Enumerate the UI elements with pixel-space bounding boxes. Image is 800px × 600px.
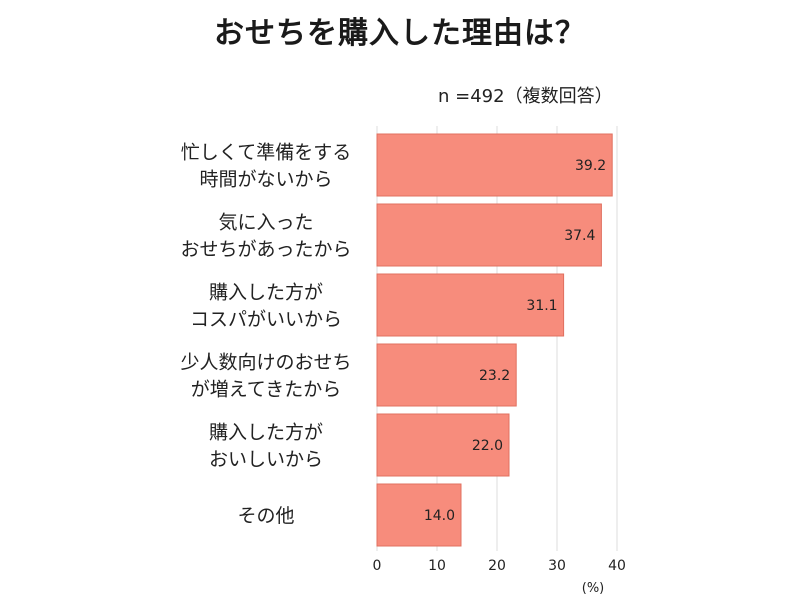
chart-title: おせちを購入した理由は？ <box>214 16 586 51</box>
bar-value-label: 23.2 <box>479 368 510 384</box>
bar <box>376 343 517 407</box>
x-tick-label: 0 <box>373 558 382 574</box>
grid-lines <box>376 126 618 551</box>
category-label: コスパがいいから <box>190 309 342 331</box>
x-tick-label: 40 <box>608 558 626 574</box>
category-label: が増えてきたから <box>191 379 341 401</box>
category-label: 購入した方が <box>209 282 323 304</box>
x-tick-label: 30 <box>548 558 566 574</box>
bar-value-label: 22.0 <box>472 438 503 454</box>
bar-value-label: 37.4 <box>564 228 595 244</box>
bar <box>376 133 613 197</box>
bar <box>376 203 602 267</box>
category-label: その他 <box>237 505 294 527</box>
x-tick-label: 20 <box>488 558 506 574</box>
category-label: 少人数向けのおせち <box>180 352 351 374</box>
category-label: 気に入った <box>218 212 313 234</box>
category-label: 忙しくて準備をする <box>181 142 351 164</box>
category-label: 時間がないから <box>199 169 332 191</box>
x-tick-label: 10 <box>428 558 446 574</box>
bar <box>376 483 462 547</box>
bar <box>376 413 510 477</box>
x-axis-unit: (%) <box>582 581 605 596</box>
bar-value-label: 14.0 <box>424 508 455 524</box>
category-label: おせちがあったから <box>180 239 351 261</box>
sample-note: n =492（複数回答） <box>438 86 613 107</box>
bars-group: 39.2 37.4 31.1 23.2 22.0 14.0 <box>376 133 613 547</box>
category-labels: 忙しくて準備をする時間がないから気に入ったおせちがあったから購入した方がコスパが… <box>180 142 351 528</box>
x-axis-ticks: 0 10 20 30 40(%) <box>373 558 626 596</box>
category-label: おいしいから <box>209 449 323 471</box>
category-label: 購入した方が <box>209 422 323 444</box>
bar-value-label: 31.1 <box>526 298 557 314</box>
bar <box>376 273 565 337</box>
bar-value-label: 39.2 <box>575 158 606 174</box>
